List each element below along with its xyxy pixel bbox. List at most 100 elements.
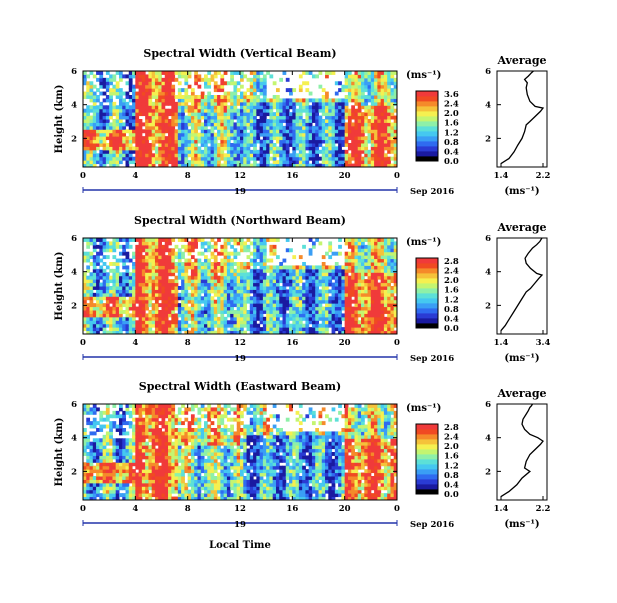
heatmap-cell	[129, 74, 133, 78]
heatmap-cell	[263, 133, 267, 137]
heatmap-cell	[83, 445, 87, 449]
heatmap-cell	[112, 296, 116, 300]
heatmap-cell	[194, 272, 198, 276]
heatmap-cell	[99, 303, 103, 307]
heatmap-cell	[119, 442, 123, 446]
heatmap-cell	[152, 81, 156, 85]
heatmap-cell	[152, 289, 156, 293]
heatmap-cell	[374, 74, 378, 78]
heatmap-cell	[214, 272, 218, 276]
heatmap-cell	[305, 109, 309, 113]
heatmap-cell	[135, 102, 139, 106]
heatmap-cell	[305, 296, 309, 300]
heatmap-cell	[299, 122, 303, 126]
heatmap-cell	[122, 293, 126, 297]
heatmap-cell	[381, 317, 385, 321]
heatmap-cell	[230, 150, 234, 154]
heatmap-cell	[165, 78, 169, 82]
heatmap-cell	[233, 313, 237, 317]
heatmap-cell	[145, 78, 149, 82]
heatmap-cell	[371, 238, 375, 242]
heatmap-cell	[106, 452, 110, 456]
heatmap-cell	[139, 272, 143, 276]
heatmap-cell	[299, 327, 303, 331]
heatmap-cell	[86, 92, 90, 96]
heatmap-cell	[328, 105, 332, 109]
heatmap-cell	[96, 112, 100, 116]
heatmap-cell	[155, 241, 159, 245]
heatmap-cell	[384, 255, 388, 259]
heatmap-cell	[126, 320, 130, 324]
heatmap-cell	[263, 98, 267, 102]
heatmap-cell	[233, 300, 237, 304]
heatmap-cell	[175, 276, 179, 280]
heatmap-cell	[106, 307, 110, 311]
heatmap-cell	[86, 317, 90, 321]
heatmap-cell	[204, 307, 208, 311]
heatmap-cell	[99, 462, 103, 466]
heatmap-cell	[106, 459, 110, 463]
heatmap-cell	[384, 272, 388, 276]
heatmap-cell	[354, 146, 358, 150]
heatmap-cell	[188, 98, 192, 102]
heatmap-cell	[263, 74, 267, 78]
heatmap-cell	[119, 283, 123, 287]
heatmap-cell	[181, 303, 185, 307]
heatmap-cell	[224, 133, 228, 137]
heatmap-cell	[253, 146, 257, 150]
heatmap-cell	[201, 98, 205, 102]
heatmap-cell	[289, 317, 293, 321]
heatmap-cell	[328, 153, 332, 157]
heatmap-cell	[158, 248, 162, 252]
heatmap-cell	[338, 286, 342, 290]
heatmap-cell	[188, 310, 192, 314]
heatmap-cell	[348, 92, 352, 96]
heatmap-cell	[106, 320, 110, 324]
heatmap-cell	[168, 269, 172, 273]
heatmap-cell	[374, 307, 378, 311]
heatmap-cell	[96, 71, 100, 75]
heatmap-cell	[204, 157, 208, 161]
heatmap-cell	[286, 136, 290, 140]
heatmap-cell	[204, 146, 208, 150]
heatmap-cell	[145, 272, 149, 276]
heatmap-cell	[184, 133, 188, 137]
heatmap-cell	[116, 259, 120, 263]
heatmap-cell	[148, 105, 152, 109]
heatmap-cell	[361, 85, 365, 89]
heatmap-cell	[325, 71, 329, 75]
heatmap-cell	[181, 143, 185, 147]
heatmap-cell	[139, 283, 143, 287]
heatmap-cell	[263, 119, 267, 123]
heatmap-cell	[135, 255, 139, 259]
heatmap-cell	[354, 296, 358, 300]
heatmap-cell	[112, 119, 116, 123]
heatmap-cell	[247, 238, 251, 242]
heatmap-cell	[152, 122, 156, 126]
heatmap-cell	[90, 303, 94, 307]
heatmap-cell	[119, 317, 123, 321]
heatmap-cell	[338, 136, 342, 140]
heatmap-cell	[292, 133, 296, 137]
heatmap-cell	[171, 157, 175, 161]
heatmap-cell	[197, 276, 201, 280]
heatmap-cell	[266, 300, 270, 304]
heatmap-cell	[296, 112, 300, 116]
heatmap-cell	[188, 324, 192, 328]
heatmap-cell	[371, 300, 375, 304]
heatmap-cell	[247, 286, 251, 290]
heatmap-cell	[106, 245, 110, 249]
heatmap-cell	[194, 286, 198, 290]
heatmap-cell	[142, 269, 146, 273]
heatmap-cell	[83, 252, 87, 256]
heatmap-cell	[93, 140, 97, 144]
heatmap-cell	[86, 140, 90, 144]
heatmap-cell	[243, 269, 247, 273]
heatmap-cell	[325, 272, 329, 276]
heatmap-cell	[191, 272, 195, 276]
heatmap-cell	[181, 262, 185, 266]
heatmap-cell	[227, 133, 231, 137]
heatmap-cell	[283, 133, 287, 137]
heatmap-cell	[116, 307, 120, 311]
heatmap-cell	[197, 98, 201, 102]
